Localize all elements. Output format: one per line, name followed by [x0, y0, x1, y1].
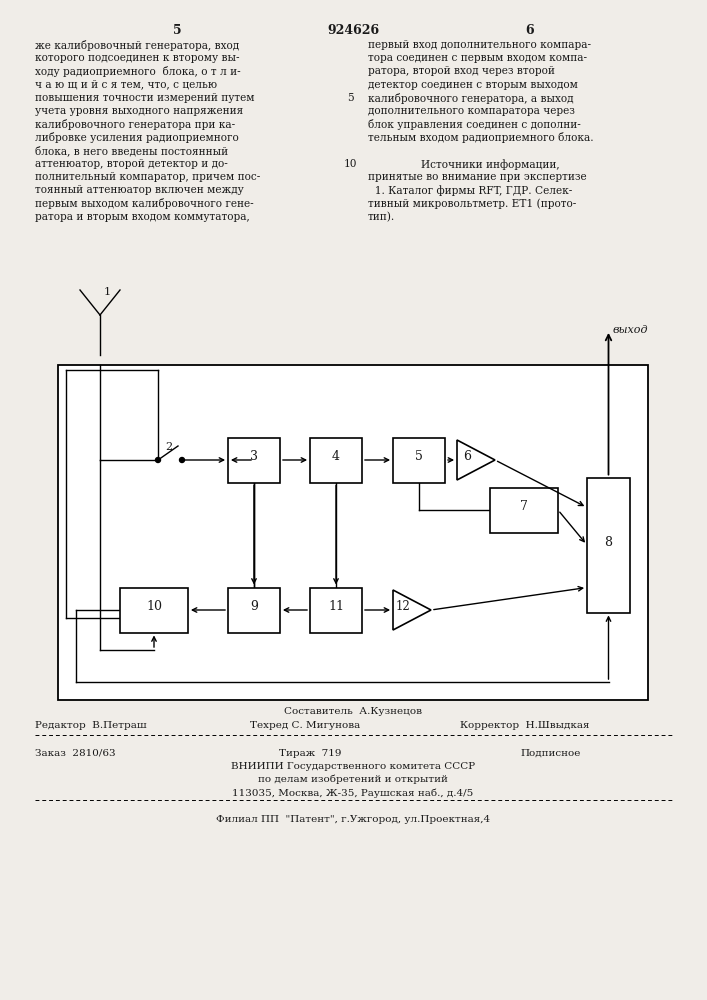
Text: калибровочного генератора при ка-: калибровочного генератора при ка- — [35, 119, 235, 130]
Bar — [490, 488, 558, 532]
Bar — [587, 478, 630, 612]
Bar — [310, 438, 362, 483]
Text: 4: 4 — [332, 450, 340, 464]
Bar — [58, 365, 648, 700]
Text: 7: 7 — [520, 500, 528, 514]
Bar — [228, 587, 280, 633]
Text: ратора и вторым входом коммутатора,: ратора и вторым входом коммутатора, — [35, 212, 250, 222]
Text: тоянный аттенюатор включен между: тоянный аттенюатор включен между — [35, 185, 244, 195]
Text: калибровочного генератора, а выход: калибровочного генератора, а выход — [368, 93, 573, 104]
Text: 5: 5 — [346, 93, 354, 103]
Text: тивный микровольтметр. ЕТ1 (прото-: тивный микровольтметр. ЕТ1 (прото- — [368, 198, 576, 209]
Text: учета уровня выходного напряжения: учета уровня выходного напряжения — [35, 106, 243, 116]
Text: первым выходом калибровочного гене-: первым выходом калибровочного гене- — [35, 198, 254, 209]
Text: принятые во внимание при экспертизе: принятые во внимание при экспертизе — [368, 172, 587, 182]
Text: детектор соединен с вторым выходом: детектор соединен с вторым выходом — [368, 80, 578, 90]
Text: дополнительного компаратора через: дополнительного компаратора через — [368, 106, 575, 116]
Bar — [310, 587, 362, 633]
Text: 1: 1 — [104, 287, 111, 297]
Bar — [228, 438, 280, 483]
Text: Редактор  В.Петраш: Редактор В.Петраш — [35, 721, 146, 730]
Text: Корректор  Н.Швыдкая: Корректор Н.Швыдкая — [460, 721, 590, 730]
Text: 5: 5 — [173, 24, 181, 37]
Circle shape — [180, 458, 185, 462]
Text: Подписное: Подписное — [520, 749, 580, 758]
Text: первый вход дополнительного компара-: первый вход дополнительного компара- — [368, 40, 591, 50]
Text: 10: 10 — [146, 600, 162, 613]
Text: 11: 11 — [328, 600, 344, 613]
Text: тельным входом радиоприемного блока.: тельным входом радиоприемного блока. — [368, 132, 594, 143]
Text: ратора, второй вход через второй: ратора, второй вход через второй — [368, 66, 555, 76]
Text: полнительный компаратор, причем пос-: полнительный компаратор, причем пос- — [35, 172, 260, 182]
Polygon shape — [393, 590, 431, 630]
Text: Заказ  2810/63: Заказ 2810/63 — [35, 749, 116, 758]
Text: блока, в него введены постоянный: блока, в него введены постоянный — [35, 146, 228, 156]
Text: аттенюатор, второй детектор и до-: аттенюатор, второй детектор и до- — [35, 159, 228, 169]
Text: Филиал ПП  "Патент", г.Ужгород, ул.Проектная,4: Филиал ПП "Патент", г.Ужгород, ул.Проект… — [216, 815, 490, 824]
Text: 3: 3 — [250, 450, 258, 464]
Text: повышения точности измерений путем: повышения точности измерений путем — [35, 93, 255, 103]
Text: 9: 9 — [250, 600, 258, 613]
Text: либровке усиления радиоприемного: либровке усиления радиоприемного — [35, 132, 239, 143]
Text: которого подсоединен к второму вы-: которого подсоединен к второму вы- — [35, 53, 240, 63]
Text: ВНИИПИ Государственного комитета СССР: ВНИИПИ Государственного комитета СССР — [231, 762, 475, 771]
Text: 12: 12 — [396, 599, 410, 612]
Circle shape — [156, 458, 160, 462]
Text: тип).: тип). — [368, 212, 395, 222]
Bar — [393, 438, 445, 483]
Polygon shape — [457, 440, 495, 480]
Text: 8: 8 — [604, 536, 612, 548]
Text: по делам изобретений и открытий: по делам изобретений и открытий — [258, 775, 448, 784]
Text: Источники информации,: Источники информации, — [421, 159, 559, 170]
Text: блок управления соединен с дополни-: блок управления соединен с дополни- — [368, 119, 580, 130]
Text: 1. Каталог фирмы RFT, ГДР. Селек-: 1. Каталог фирмы RFT, ГДР. Селек- — [368, 185, 572, 196]
Text: ходу радиоприемного  блока, о т л и-: ходу радиоприемного блока, о т л и- — [35, 66, 240, 77]
Text: 10: 10 — [344, 159, 357, 169]
Text: 6: 6 — [463, 450, 471, 462]
Text: выход: выход — [612, 325, 648, 335]
Text: Составитель  А.Кузнецов: Составитель А.Кузнецов — [284, 707, 422, 716]
Text: 113035, Москва, Ж-35, Раушская наб., д.4/5: 113035, Москва, Ж-35, Раушская наб., д.4… — [233, 788, 474, 798]
Text: Тираж  719: Тираж 719 — [279, 749, 341, 758]
Bar — [120, 587, 188, 633]
Text: 924626: 924626 — [327, 24, 379, 37]
Text: 5: 5 — [415, 450, 423, 464]
Text: ч а ю щ и й с я тем, что, с целью: ч а ю щ и й с я тем, что, с целью — [35, 80, 217, 90]
Text: Техред С. Мигунова: Техред С. Мигунова — [250, 721, 361, 730]
Text: тора соединен с первым входом компа-: тора соединен с первым входом компа- — [368, 53, 587, 63]
Text: 6: 6 — [526, 24, 534, 37]
Text: же калибровочный генератора, вход: же калибровочный генератора, вход — [35, 40, 239, 51]
Text: 2: 2 — [165, 442, 172, 452]
